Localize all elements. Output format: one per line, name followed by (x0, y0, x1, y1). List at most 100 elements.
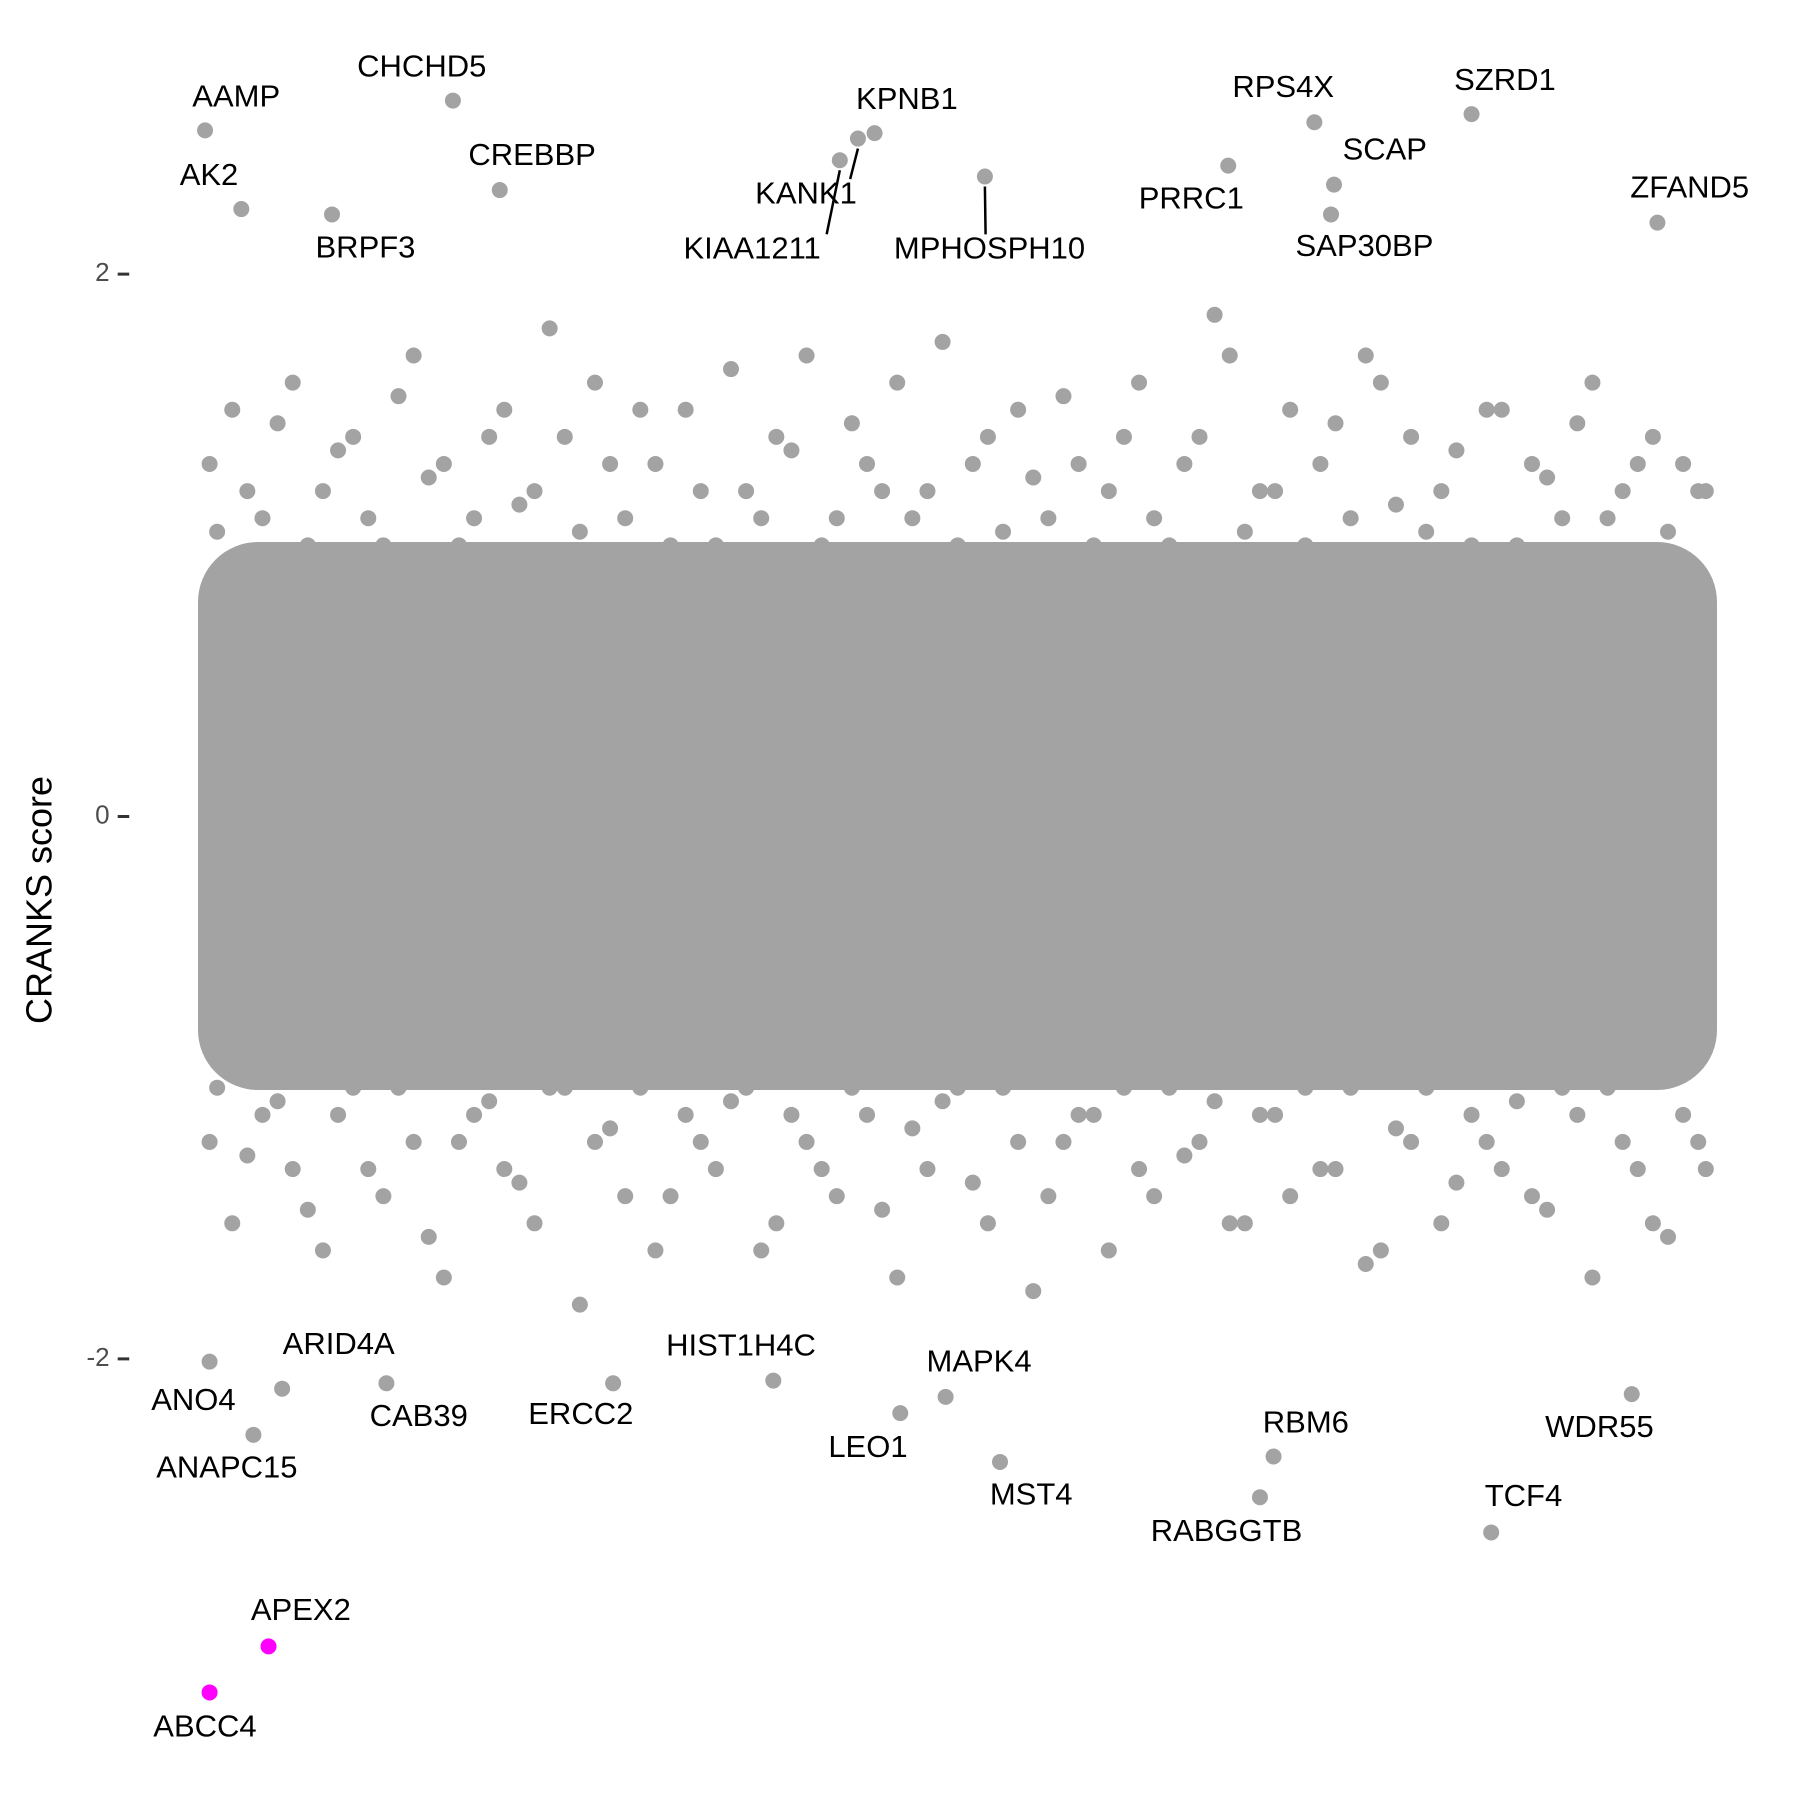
labeled-point (233, 201, 250, 218)
labeled-point (1483, 1524, 1500, 1541)
point (496, 401, 513, 418)
labeled-point (1463, 106, 1480, 123)
point (1629, 1161, 1646, 1178)
point (783, 442, 800, 459)
point-label: WDR55 (1545, 1409, 1654, 1444)
point (1644, 1215, 1661, 1232)
point (209, 1079, 226, 1096)
point-label: MPHOSPH10 (894, 231, 1085, 266)
point (722, 361, 739, 378)
point (1297, 537, 1314, 554)
point (526, 1215, 543, 1232)
point (904, 1120, 921, 1137)
point (707, 537, 724, 554)
labeled-point (378, 1375, 395, 1392)
point (1569, 1106, 1586, 1123)
point-label: LEO1 (828, 1429, 907, 1464)
point (1599, 1079, 1616, 1096)
point (254, 510, 271, 527)
point (1131, 374, 1148, 391)
labeled-point (201, 1353, 218, 1370)
point (1297, 1079, 1314, 1096)
point (239, 483, 256, 500)
point-label: SCAP (1343, 131, 1427, 166)
point (647, 1242, 664, 1259)
point-label: AAMP (192, 78, 280, 113)
point (1040, 510, 1057, 527)
point (299, 1201, 316, 1218)
point (481, 1093, 498, 1110)
point (1146, 1188, 1163, 1205)
point (571, 523, 588, 540)
point (632, 1079, 649, 1096)
labeled-point (976, 168, 993, 185)
point-label: RPS4X (1232, 69, 1334, 104)
point (934, 1093, 951, 1110)
labeled-point (324, 206, 341, 223)
point-label: ABCC4 (153, 1708, 256, 1743)
point (813, 1161, 830, 1178)
point (239, 1147, 256, 1164)
point (722, 1093, 739, 1110)
point (420, 469, 437, 486)
point (1312, 455, 1329, 472)
point (435, 1269, 452, 1286)
point (949, 1079, 966, 1096)
point-label: SZRD1 (1454, 62, 1556, 97)
point-label: ZFAND5 (1630, 169, 1749, 204)
point (1206, 1093, 1223, 1110)
point (1236, 523, 1253, 540)
point (1644, 428, 1661, 445)
point (1025, 1283, 1042, 1300)
point (783, 1106, 800, 1123)
point (254, 1106, 271, 1123)
point (995, 1079, 1012, 1096)
point (919, 483, 936, 500)
point (768, 428, 785, 445)
point (647, 455, 664, 472)
point (375, 1188, 392, 1205)
point-label: PRRC1 (1139, 180, 1244, 215)
point (1584, 1269, 1601, 1286)
label-leader (848, 148, 860, 180)
point (284, 374, 301, 391)
point (1176, 455, 1193, 472)
point (874, 1201, 891, 1218)
point (541, 1079, 558, 1096)
labeled-point (1623, 1386, 1640, 1403)
point (450, 1133, 467, 1150)
point (1478, 1133, 1495, 1150)
point (934, 333, 951, 350)
point-label: ANAPC15 (156, 1450, 297, 1485)
point (1508, 537, 1525, 554)
point (345, 428, 362, 445)
point (1433, 483, 1450, 500)
point-label: MAPK4 (927, 1344, 1032, 1379)
point-label: CREBBP (468, 137, 595, 172)
labeled-point (765, 1372, 782, 1389)
point (1206, 306, 1223, 323)
point (1327, 1161, 1344, 1178)
point (1221, 347, 1238, 364)
point (1100, 483, 1117, 500)
point (1660, 1228, 1677, 1245)
point-label: SAP30BP (1296, 228, 1434, 263)
labeled-point (1220, 157, 1237, 174)
point (1403, 428, 1420, 445)
point (556, 1079, 573, 1096)
point (390, 388, 407, 405)
label-leader (983, 186, 987, 235)
point (511, 1174, 528, 1191)
point (602, 1120, 619, 1137)
point (828, 510, 845, 527)
point (1085, 1106, 1102, 1123)
point (874, 483, 891, 500)
point (677, 401, 694, 418)
point (405, 1133, 422, 1150)
point (466, 1106, 483, 1123)
point (511, 496, 528, 513)
point-label: RBM6 (1263, 1404, 1349, 1439)
labeled-point (866, 125, 883, 142)
labeled-point (274, 1380, 291, 1397)
point (1523, 1188, 1540, 1205)
